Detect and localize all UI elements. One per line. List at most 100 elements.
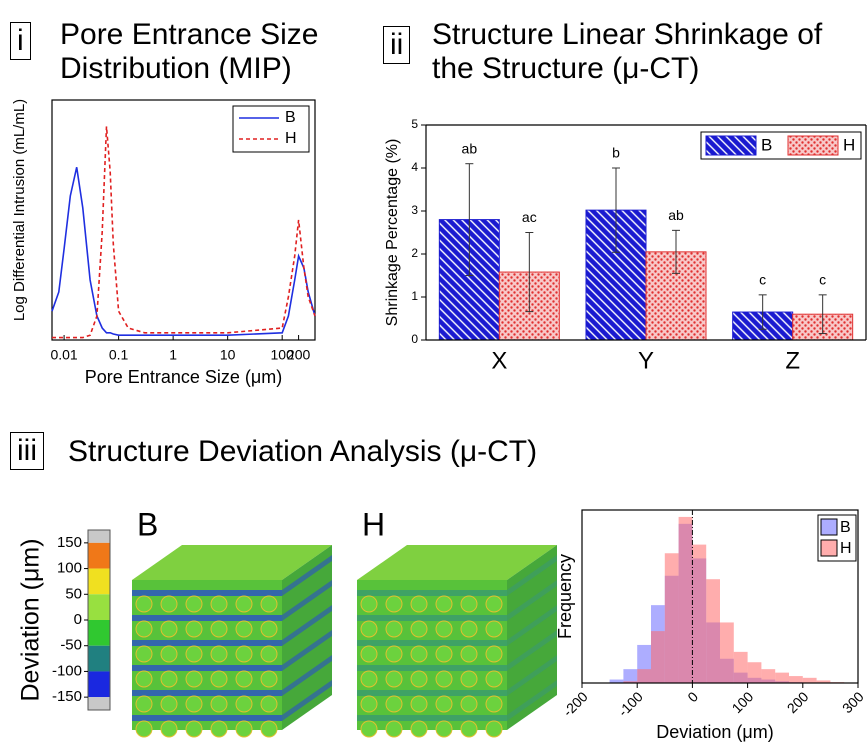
- y-tick-label: 0: [411, 332, 418, 346]
- histogram-bar: [734, 652, 748, 683]
- y-axis-label: Log Differential Intrusion (mL/mL): [11, 99, 28, 321]
- cube-node: [386, 596, 402, 612]
- histogram-bar: [789, 676, 803, 683]
- cube-node: [461, 721, 477, 737]
- cube-stripe: [132, 715, 282, 721]
- legend-swatch: [821, 540, 837, 556]
- significance-label: b: [612, 145, 620, 161]
- panel-title: Structure Linear Shrinkage of the Struct…: [432, 18, 852, 86]
- cube-stripe: [357, 640, 507, 646]
- x-tick-label: -100: [615, 688, 646, 719]
- legend-label: B: [840, 519, 851, 536]
- x-tick-label: 10: [220, 347, 236, 363]
- colorbar-segment: [88, 671, 110, 697]
- cube-node: [436, 646, 452, 662]
- y-axis-label: Shrinkage Percentage (%): [384, 139, 401, 327]
- cube-node: [186, 671, 202, 687]
- cube-node: [161, 696, 177, 712]
- histogram-bar: [692, 545, 706, 683]
- cube-node: [236, 671, 252, 687]
- render-cube: [132, 545, 332, 737]
- cube-node: [386, 621, 402, 637]
- cube-node: [161, 671, 177, 687]
- cube-node: [411, 621, 427, 637]
- cube-node: [186, 696, 202, 712]
- colorbar-segment: [88, 569, 110, 595]
- significance-label: ab: [462, 140, 478, 156]
- histogram-bar: [651, 631, 665, 683]
- legend-label: B: [761, 135, 772, 154]
- render-label: B: [137, 506, 158, 542]
- colorbar-tick-label: -150: [52, 688, 82, 705]
- legend-box: [233, 106, 309, 152]
- histogram-bar: [623, 669, 637, 683]
- cube-stripe: [132, 665, 282, 671]
- cube-front: [357, 580, 507, 730]
- cube-node: [261, 696, 277, 712]
- cube-stripe: [132, 590, 282, 596]
- cube-node: [186, 721, 202, 737]
- cube-node: [386, 646, 402, 662]
- cube-node: [186, 646, 202, 662]
- cube-node: [361, 721, 377, 737]
- cube-stripe: [357, 715, 507, 721]
- cube-node: [386, 721, 402, 737]
- y-tick-label: 3: [411, 203, 418, 217]
- cube-node: [486, 596, 502, 612]
- cube-node: [236, 621, 252, 637]
- panel-label: i: [10, 22, 31, 60]
- legend-swatch: [706, 136, 756, 155]
- cube-node: [361, 646, 377, 662]
- cube-node: [186, 621, 202, 637]
- colorbar-tick-label: 0: [74, 611, 82, 628]
- cube-node: [436, 696, 452, 712]
- cube-node: [136, 696, 152, 712]
- cube-node: [211, 696, 227, 712]
- colorbar-segment: [88, 646, 110, 672]
- significance-label: c: [819, 272, 826, 288]
- x-axis-label: Pore Entrance Size (μm): [85, 367, 282, 387]
- cube-stripe: [357, 690, 507, 696]
- cube-stripe: [132, 640, 282, 646]
- x-tick-label: 200: [784, 688, 812, 716]
- cube-node: [261, 721, 277, 737]
- line-series: [52, 167, 315, 335]
- x-tick-label: 1: [169, 347, 177, 363]
- cube-node: [136, 621, 152, 637]
- x-tick-label: Z: [785, 347, 800, 374]
- histogram-bar: [637, 669, 651, 683]
- cube-node: [236, 596, 252, 612]
- cube-node: [361, 671, 377, 687]
- figure: 0.010.1110100200BHLog Differential Intru…: [0, 0, 868, 749]
- legend-label: H: [285, 130, 297, 147]
- cube-node: [486, 646, 502, 662]
- cube-node: [211, 646, 227, 662]
- render-cube: [357, 545, 557, 737]
- histogram-bar: [706, 579, 720, 683]
- histogram-bar: [720, 622, 734, 683]
- cube-node: [461, 696, 477, 712]
- cube-stripe: [357, 590, 507, 596]
- significance-label: ac: [522, 209, 537, 225]
- colorbar-segment: [88, 530, 110, 543]
- line-series: [52, 126, 315, 337]
- y-tick-label: 1: [411, 289, 418, 303]
- cube-node: [211, 596, 227, 612]
- cube-node: [136, 646, 152, 662]
- colorbar-tick-label: 100: [57, 560, 82, 577]
- x-axis-label: Deviation (μm): [656, 722, 773, 742]
- cube-node: [261, 671, 277, 687]
- colorbar-segment: [88, 594, 110, 620]
- cube-node: [261, 596, 277, 612]
- histogram-bar: [761, 669, 775, 683]
- render-label: H: [362, 506, 385, 542]
- histogram-bar: [748, 662, 762, 683]
- histogram-bar: [803, 678, 817, 683]
- cube-node: [261, 646, 277, 662]
- cube-node: [486, 721, 502, 737]
- x-tick-label: 300: [839, 688, 867, 716]
- colorbar-label: Deviation (μm): [17, 538, 45, 701]
- cube-node: [236, 696, 252, 712]
- panel-label: ii: [383, 26, 410, 64]
- cube-node: [486, 671, 502, 687]
